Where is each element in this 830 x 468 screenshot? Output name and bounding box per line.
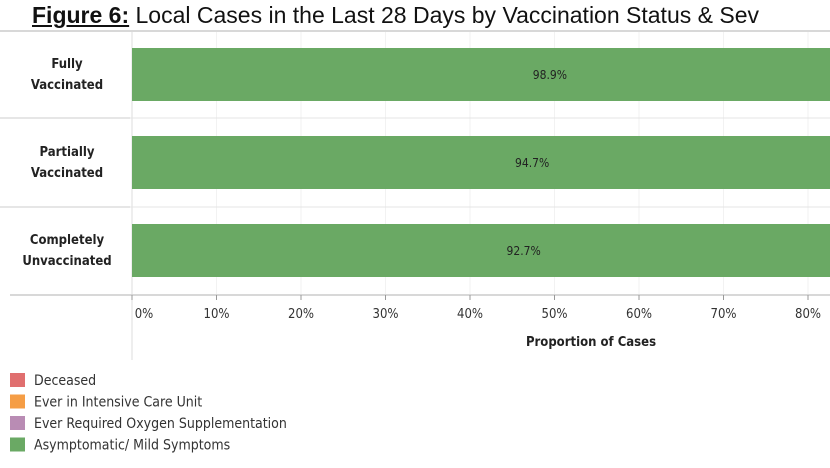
legend-label: Ever in Intensive Care Unit [34,395,202,411]
x-tick-label: 20% [288,307,314,322]
category-label: Unvaccinated [22,254,111,269]
bar [132,48,830,101]
legend-swatch [10,416,25,430]
data-label: 94.7% [515,156,549,170]
x-tick-label: 10% [204,307,230,322]
legend-label: Ever Required Oxygen Supplementation [34,416,287,432]
legend-label: Deceased [34,373,96,389]
category-label: Vaccinated [31,78,103,93]
legend-swatch [10,373,25,387]
x-tick-label: 30% [373,307,399,322]
category-label: Vaccinated [31,166,103,181]
x-tick-label: 0% [135,307,154,322]
legend-swatch [10,437,25,452]
data-label: 98.9% [533,68,567,82]
x-tick-label: 60% [626,307,652,322]
x-axis-title: Proportion of Cases [526,335,656,350]
chart-title: Figure 6: Local Cases in the Last 28 Day… [32,2,759,29]
figure-number: Figure 6: [32,2,130,28]
bar [132,224,830,277]
legend-label: Asymptomatic/ Mild Symptoms [34,438,230,454]
x-tick-label: 40% [457,307,483,322]
bar [132,136,830,189]
title-text: Local Cases in the Last 28 Days by Vacci… [135,2,759,28]
x-tick-label: 50% [542,307,568,322]
data-label: 92.7% [507,244,541,258]
x-tick-label: 80% [795,307,821,322]
category-label: Partially [39,145,94,160]
x-tick-label: 70% [711,307,737,322]
category-label: Completely [30,233,105,248]
legend-swatch [10,394,25,409]
category-label: Fully [51,57,83,72]
